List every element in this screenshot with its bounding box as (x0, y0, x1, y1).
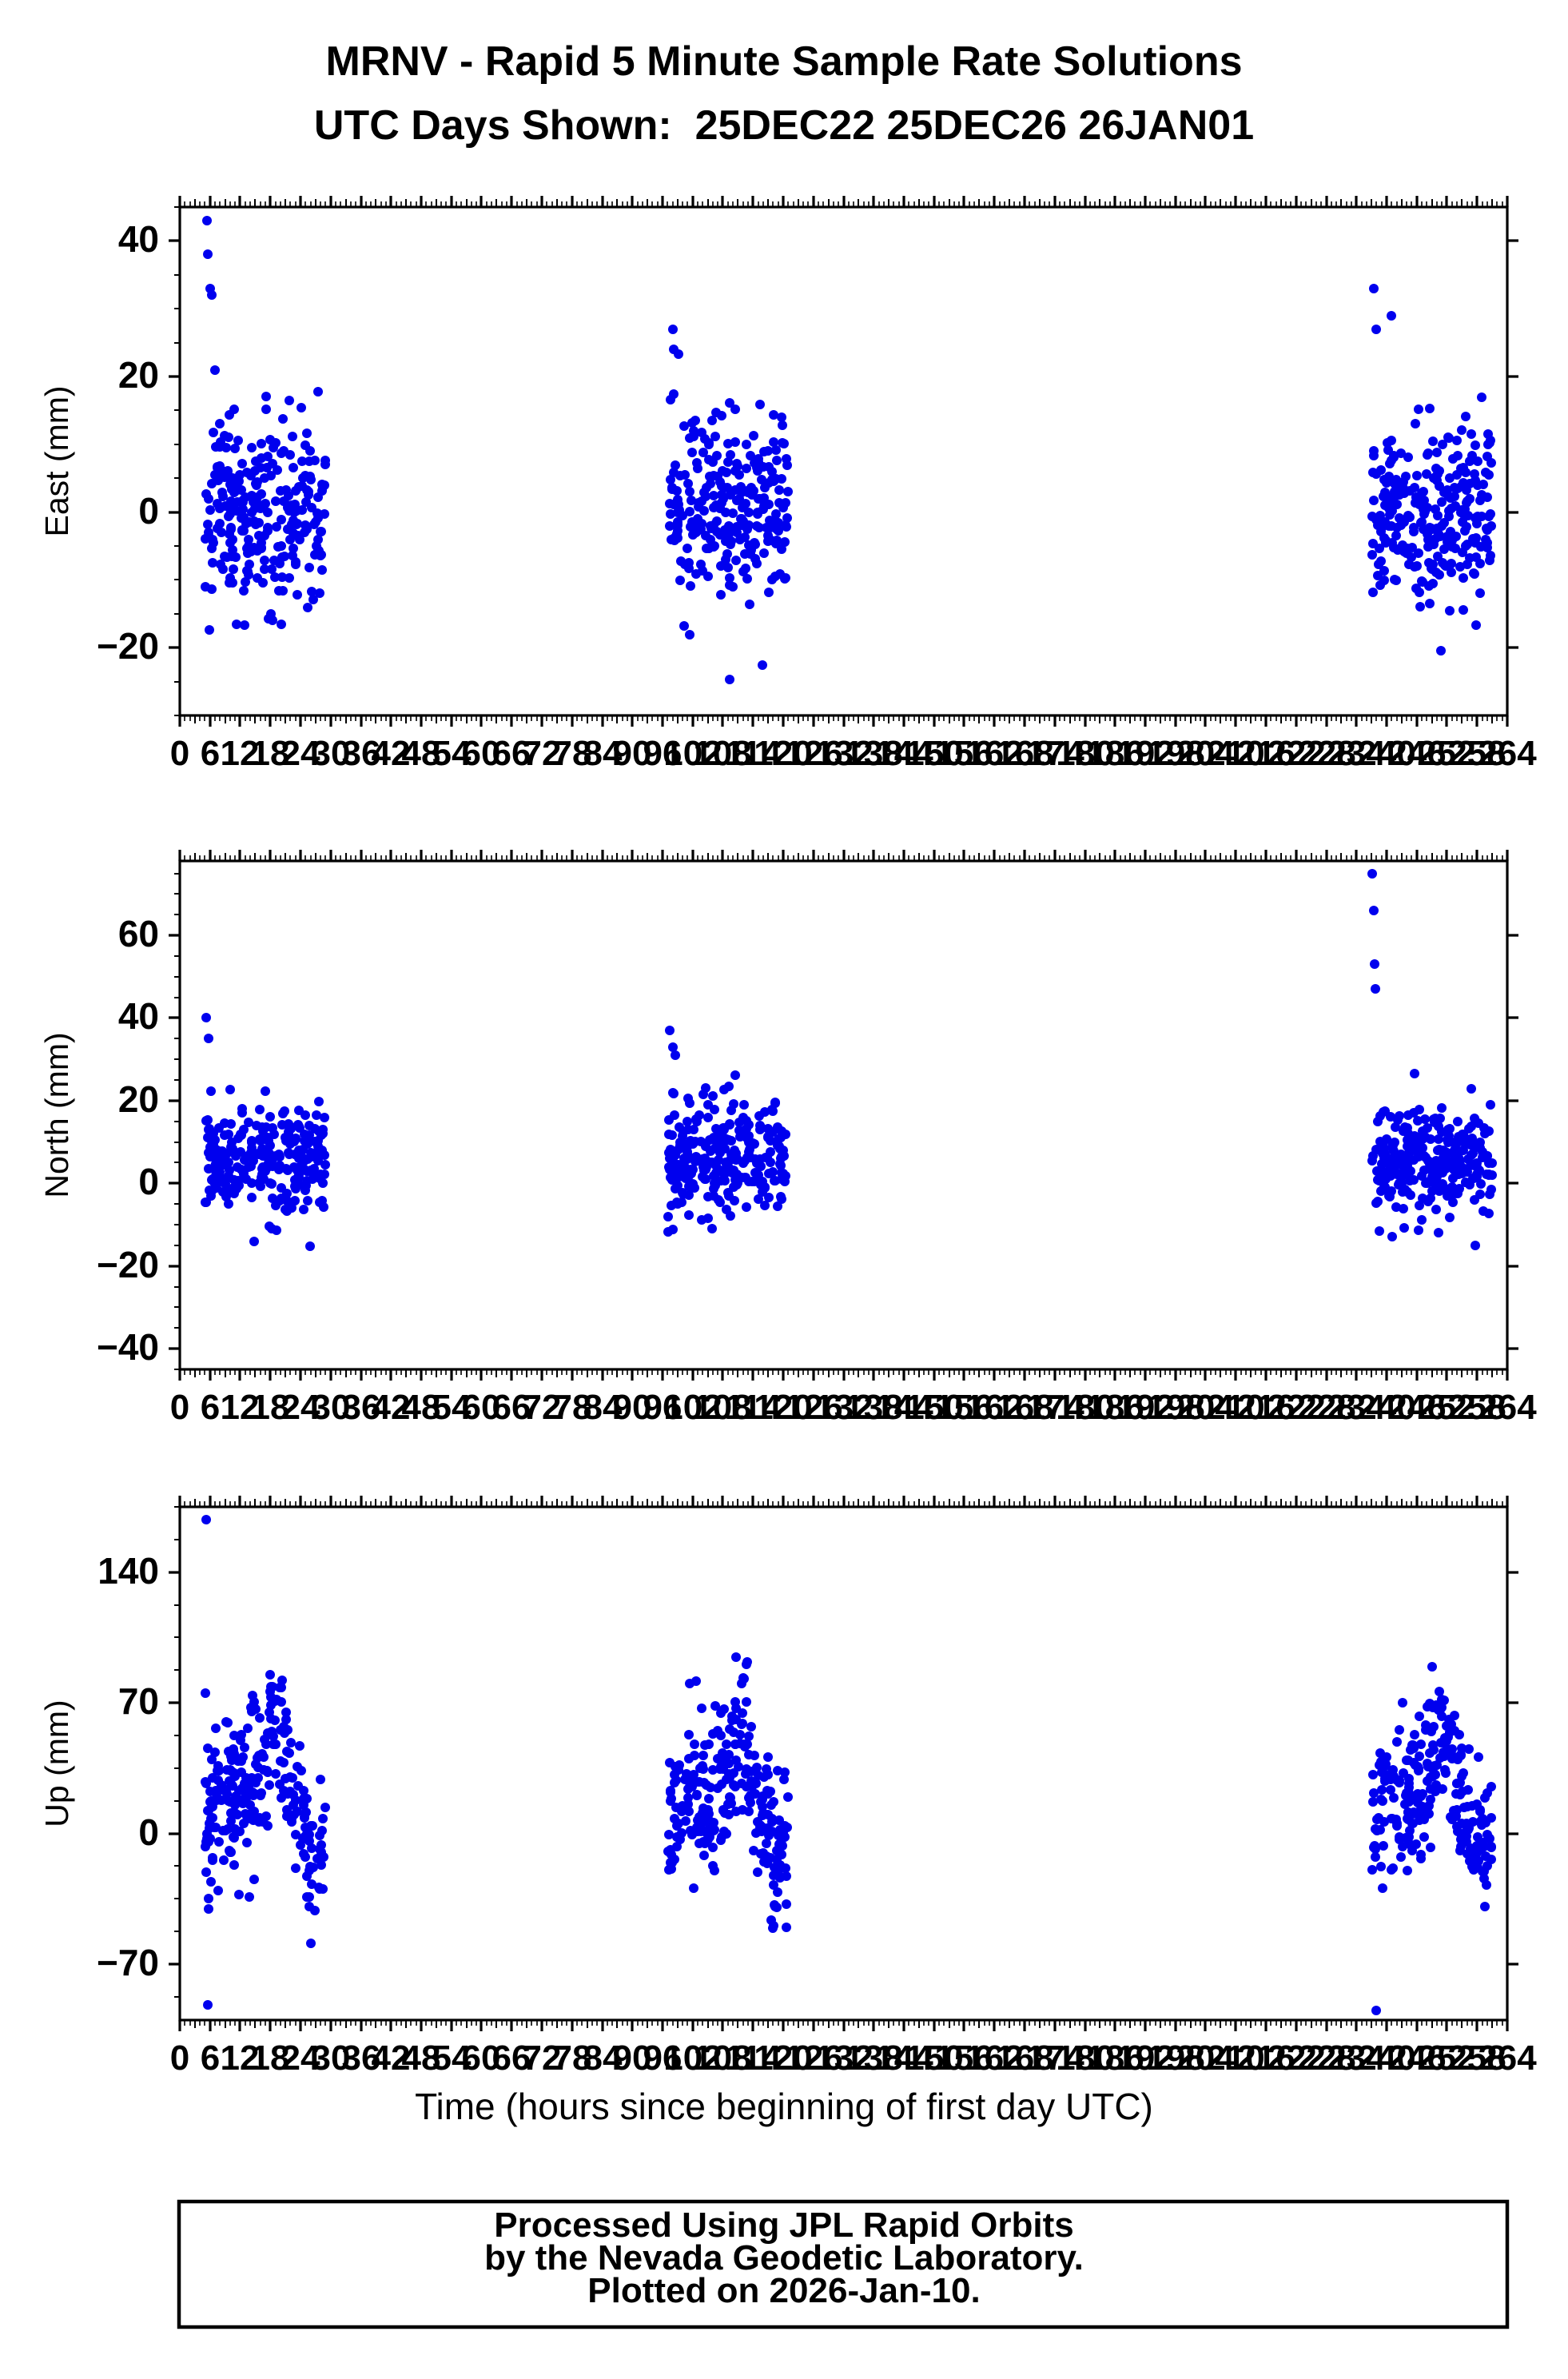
svg-text:0: 0 (138, 490, 159, 532)
svg-text:60: 60 (118, 913, 159, 954)
svg-text:264: 264 (1478, 734, 1537, 773)
svg-text:Up (mm): Up (mm) (38, 1700, 75, 1827)
svg-text:0: 0 (138, 1161, 159, 1202)
svg-text:0: 0 (170, 734, 189, 773)
svg-text:Time (hours since beginning of: Time (hours since beginning of first day… (415, 2086, 1153, 2127)
svg-text:East (mm): East (mm) (38, 385, 75, 536)
svg-text:6: 6 (201, 2038, 220, 2078)
svg-text:−70: −70 (97, 1942, 159, 1983)
svg-text:6: 6 (201, 1388, 220, 1427)
svg-text:70: 70 (118, 1680, 159, 1722)
svg-text:40: 40 (118, 218, 159, 260)
svg-text:−20: −20 (97, 625, 159, 667)
svg-text:0: 0 (138, 1811, 159, 1853)
svg-text:−40: −40 (97, 1326, 159, 1368)
svg-text:140: 140 (98, 1550, 159, 1592)
svg-text:264: 264 (1478, 2038, 1537, 2078)
svg-text:North (mm): North (mm) (38, 1032, 75, 1197)
svg-text:Plotted on 2026-Jan-10.: Plotted on 2026-Jan-10. (587, 2271, 980, 2310)
svg-text:UTC Days Shown: 25DEC22 25DEC: UTC Days Shown: 25DEC22 25DEC26 26JAN01 (314, 102, 1254, 149)
svg-text:0: 0 (170, 1388, 189, 1427)
svg-text:MRNV - Rapid 5 Minute Sample R: MRNV - Rapid 5 Minute Sample Rate Soluti… (326, 38, 1243, 85)
svg-text:264: 264 (1478, 1388, 1537, 1427)
svg-text:40: 40 (118, 995, 159, 1037)
svg-text:−20: −20 (97, 1244, 159, 1285)
svg-text:6: 6 (201, 734, 220, 773)
svg-text:20: 20 (118, 1078, 159, 1120)
svg-text:20: 20 (118, 354, 159, 396)
svg-text:0: 0 (170, 2038, 189, 2078)
